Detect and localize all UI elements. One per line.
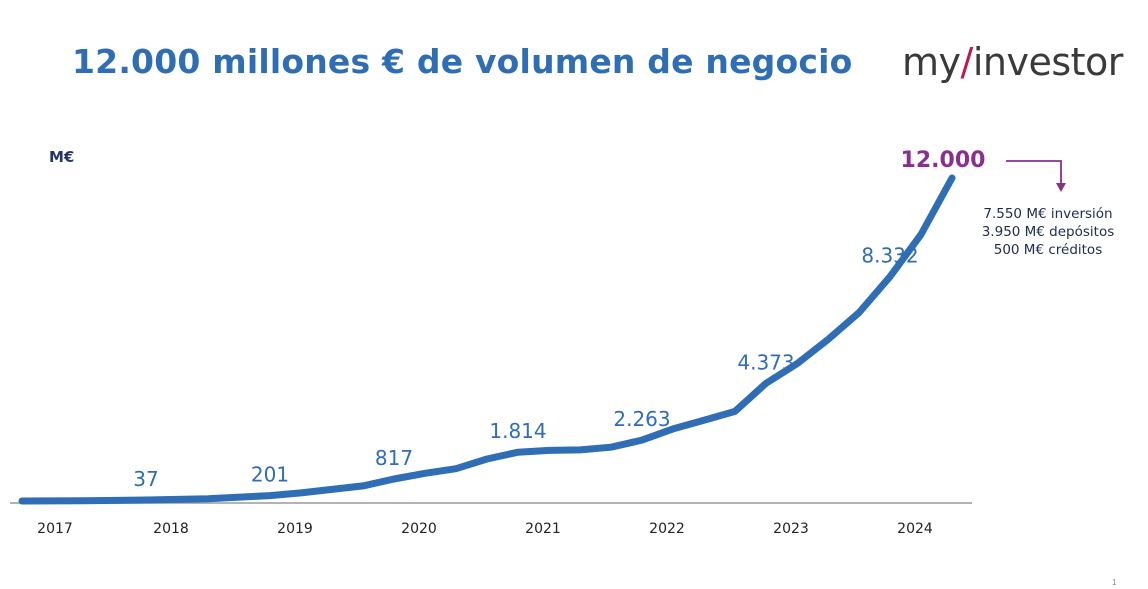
myinvestor-logo: my/investor bbox=[902, 40, 1123, 84]
breakdown-list: 7.550 M€ inversión 3.950 M€ depósitos 50… bbox=[972, 205, 1124, 259]
data-label-2024: 8.332 bbox=[861, 244, 918, 268]
x-tick-label-2017: 2017 bbox=[37, 521, 73, 537]
breakdown-depositos: 3.950 M€ depósitos bbox=[981, 224, 1115, 240]
logo-text-my: my bbox=[902, 40, 961, 84]
x-tick-label-2021: 2021 bbox=[525, 521, 561, 537]
page-number: 1 bbox=[1112, 578, 1117, 587]
data-label-2021: 1.814 bbox=[489, 419, 546, 443]
breakdown-inversion: 7.550 M€ inversión bbox=[983, 206, 1113, 222]
x-tick-label-2019: 2019 bbox=[277, 521, 313, 537]
x-tick-label-2022: 2022 bbox=[649, 521, 685, 537]
unit-label: M€ bbox=[49, 148, 75, 166]
data-label-2023: 4.373 bbox=[737, 350, 794, 374]
data-label-2019: 201 bbox=[251, 463, 289, 487]
x-tick-label-2023: 2023 bbox=[773, 521, 809, 537]
logo-text-investor: investor bbox=[972, 40, 1124, 84]
callout-arrow-head bbox=[1056, 183, 1066, 192]
data-label-2024-5: 12.000 bbox=[901, 148, 986, 173]
data-label-2018: 37 bbox=[133, 467, 158, 491]
page-title: 12.000 millones € de volumen de negocio bbox=[72, 42, 853, 81]
series-line bbox=[18, 174, 956, 505]
x-tick-label-2024: 2024 bbox=[897, 521, 933, 537]
data-label-2020: 817 bbox=[375, 446, 413, 470]
callout-arrow-line bbox=[1006, 160, 1062, 184]
breakdown-creditos: 500 M€ créditos bbox=[993, 242, 1103, 258]
x-tick-label-2018: 2018 bbox=[153, 521, 189, 537]
data-label-2022: 2.263 bbox=[613, 407, 670, 431]
logo-accent-slash: / bbox=[960, 40, 974, 84]
x-tick-label-2020: 2020 bbox=[401, 521, 437, 537]
